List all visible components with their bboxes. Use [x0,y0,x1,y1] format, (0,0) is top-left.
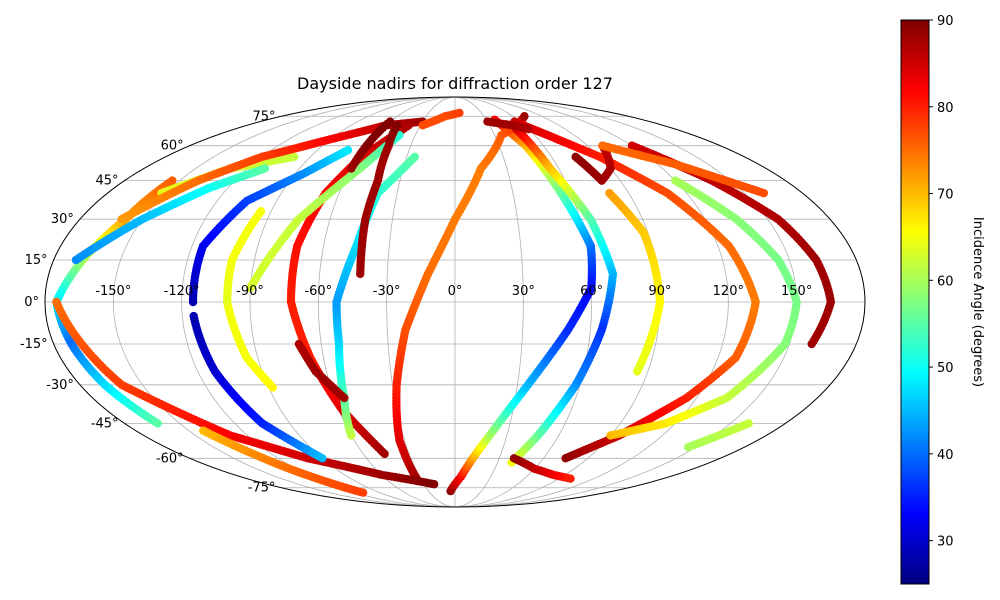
orbit-track [52,297,439,489]
orbit-track [446,115,597,496]
longitude-tick-label: 150° [781,284,812,299]
colorbar-tick-label: 80 [937,101,954,116]
nadir-point [268,383,278,392]
longitude-tick-label: 30° [512,284,535,299]
nadir-point [524,124,533,134]
orbit-track [188,145,353,307]
orbit-track [598,141,769,198]
latitude-tick-label: -30° [46,378,74,393]
colorbar-tick-label: 70 [937,188,954,203]
longitude-tick-label: 60° [580,284,603,299]
nadir-point [671,176,680,185]
longitude-tick-label: 120° [713,284,744,299]
nadir-point [393,121,402,130]
orbit-track [347,117,395,173]
latitude-tick-labels: -75° -60° -45° -30° -15° 0° 15° 30° 45° 60° 75° [20,109,276,495]
colorbar-label: Incidence Angle (degrees) [970,217,985,387]
nadir-point [289,152,299,162]
latitude-tick-label: -15° [20,337,48,352]
longitude-tick-labels: -150° -120° -90° -60° -30° 0° 30° 60° 90° 120° 150… [95,284,812,299]
longitude-tick-label: -120° [164,284,200,299]
latitude-tick-label: 15° [25,253,48,268]
colorbar-tick-label: 90 [937,14,954,29]
nadir-point [520,112,529,121]
nadir-point [744,419,753,428]
orbit-track [356,121,402,279]
nadir-point [455,108,464,118]
orbit-track [392,112,529,483]
colorbar-tick-label: 40 [937,448,954,463]
nadir-point [358,488,368,497]
latitude-tick-label: -75° [248,481,276,496]
nadir-point [759,188,769,198]
orbit-track [418,108,464,130]
orbit-track [223,207,266,307]
map-grid [45,96,865,508]
latitude-tick-label: 0° [24,295,39,310]
nadir-point [571,152,580,162]
latitude-tick-label: 45° [96,174,119,189]
longitude-tick-label: 90° [648,284,671,299]
nadir-point [294,339,304,349]
orbit-track [684,419,753,452]
nadir-point [385,117,395,126]
colorbar-gradient [900,19,930,585]
colorbar: 30 40 50 60 70 80 90 Incidence Angle (degrees) [900,14,985,585]
latitude-tick-label: 75° [252,109,275,124]
chart-title: Dayside nadirs for diffraction order 127 [297,74,613,93]
latitude-tick-label: -60° [156,451,184,466]
nadir-point [632,367,642,376]
orbit-track [509,454,575,483]
nadir-point [429,480,439,489]
nadir-point [153,419,162,428]
nadir-point [343,145,353,155]
orbit-track [71,164,270,265]
nadir-point [260,164,270,173]
longitude-tick-label: -60° [304,284,332,299]
colorbar-ticks: 30 40 50 60 70 80 90 [929,14,954,550]
orbit-track [605,188,665,376]
orbit-track [606,176,801,440]
nadir-point [223,297,232,307]
longitude-tick-label: -90° [236,284,264,299]
longitude-tick-label: 0° [448,284,463,299]
colorbar-tick-label: 60 [937,274,954,289]
orbit-track [189,311,327,463]
nadir-point [627,141,637,150]
latitude-tick-label: 30° [51,212,74,227]
latitude-tick-label: -45° [91,416,119,431]
longitude-tick-label: -30° [373,284,401,299]
longitude-tick-label: -150° [95,284,131,299]
colorbar-tick-label: 50 [937,361,954,376]
nadir-point [318,454,327,463]
latitude-tick-label: 60° [161,139,184,154]
data-points [52,108,836,497]
orbit-track [117,117,427,224]
nadir-point [566,474,575,483]
orbit-track [223,297,278,392]
orbit-track [294,339,349,403]
nadir-point [410,152,419,162]
orbit-track [199,426,368,497]
map-boundary [44,96,866,508]
colorbar-tick-label: 30 [937,535,954,550]
orbit-track [483,117,533,134]
